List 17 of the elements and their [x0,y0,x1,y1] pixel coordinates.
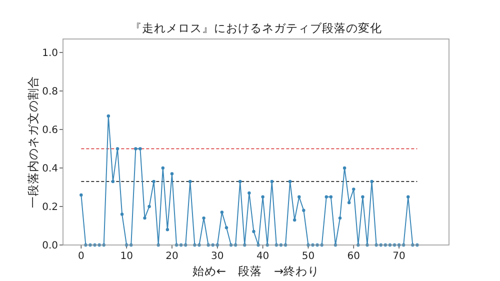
y-tick-label: 0.8 [42,86,58,98]
y-tick-label: 0.0 [42,240,58,252]
x-tick-label: 60 [347,251,360,262]
x-tick-label: 10 [120,251,133,262]
x-axis-title: 始め← 段落 →終わり [192,264,320,278]
y-tick-label: 0.6 [42,124,58,136]
x-tick-label: 20 [166,251,178,262]
x-tick-label: 0 [78,251,84,262]
x-tick-label: 50 [302,251,315,262]
y-tick-label: 1.0 [42,48,58,59]
x-tick-label: 70 [392,251,406,262]
x-tick-label: 40 [256,251,270,262]
chart-title: 『走れメロス』におけるネガティブ段落の変化 [130,21,382,35]
y-tick-label: 0.4 [42,163,58,174]
y-tick-label: 0.2 [42,202,58,213]
y-axis-title: 一段落内のネガ文の割合 [26,76,40,208]
x-tick-label: 30 [211,251,224,262]
